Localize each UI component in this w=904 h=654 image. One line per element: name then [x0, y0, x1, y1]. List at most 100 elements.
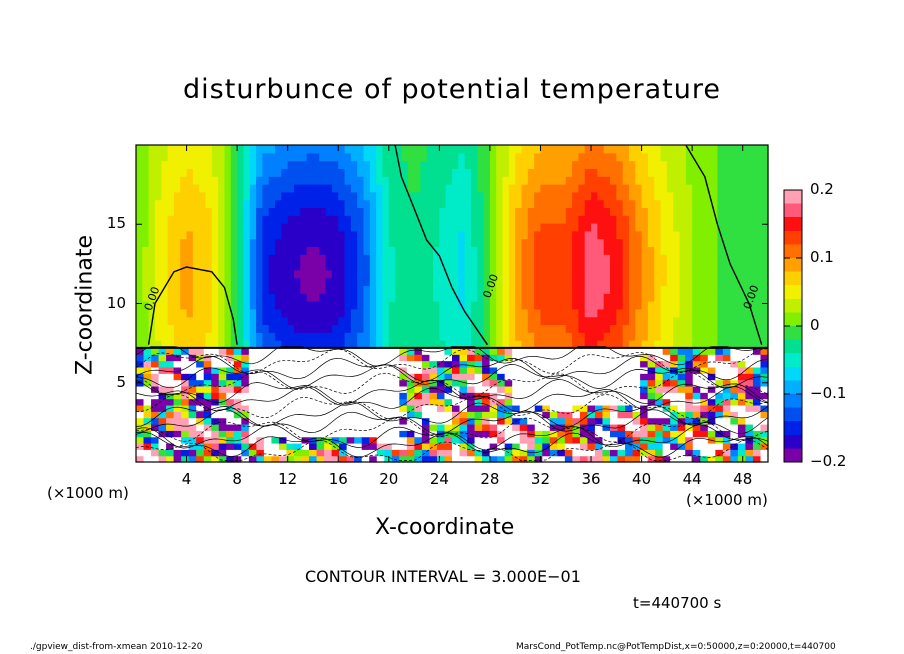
- heatmap-cell: [300, 184, 308, 193]
- heatmap-cell: [515, 269, 523, 279]
- heatmap-cell: [679, 293, 687, 302]
- heatmap-cell: [594, 411, 604, 419]
- heatmap-cell: [161, 207, 169, 216]
- heatmap-cell: [281, 324, 289, 333]
- heatmap-cell: [711, 215, 719, 224]
- heatmap-cell: [361, 411, 370, 419]
- heatmap-cell: [429, 385, 438, 393]
- heatmap-cell: [363, 293, 371, 302]
- heatmap-cell: [742, 199, 750, 209]
- heatmap-cell: [632, 423, 641, 431]
- heatmap-cell: [640, 417, 649, 425]
- heatmap-cell: [444, 366, 453, 374]
- heatmap-cell: [401, 152, 409, 162]
- heatmap-cell: [666, 184, 674, 193]
- heatmap-cell: [211, 176, 219, 185]
- heatmap-cell: [136, 223, 143, 232]
- heatmap-cell: [350, 207, 358, 216]
- heatmap-cell: [673, 215, 681, 224]
- heatmap-cell: [564, 404, 573, 412]
- heatmap-cell: [704, 145, 712, 154]
- heatmap-cell: [660, 308, 668, 318]
- heatmap-cell: [715, 354, 724, 362]
- heatmap-cell: [542, 455, 551, 463]
- heatmap-cell: [707, 360, 716, 368]
- heatmap-cell: [287, 207, 295, 216]
- heatmap-cell: [256, 207, 263, 216]
- heatmap-cell: [339, 417, 348, 425]
- heatmap-cell: [256, 392, 265, 400]
- heatmap-cell: [388, 160, 396, 170]
- heatmap-cell: [452, 392, 461, 400]
- heatmap-cell: [489, 285, 497, 294]
- heatmap-cell: [338, 254, 346, 263]
- heatmap-cell: [540, 285, 548, 294]
- heatmap-cell: [325, 308, 333, 318]
- heatmap-cell: [467, 442, 476, 450]
- heatmap-cell: [281, 199, 289, 209]
- heatmap-cell: [628, 332, 636, 341]
- heatmap-cell: [692, 168, 700, 177]
- heatmap-cell: [670, 449, 679, 457]
- heatmap-cell: [287, 215, 295, 224]
- heatmap-cell: [470, 308, 478, 318]
- heatmap-cell: [369, 354, 378, 362]
- heatmap-cell: [654, 191, 662, 201]
- heatmap-cell: [399, 392, 408, 400]
- heatmap-cell: [203, 385, 212, 393]
- heatmap-cell: [591, 340, 598, 349]
- heatmap-cell: [136, 404, 145, 412]
- heatmap-cell: [414, 411, 423, 419]
- heatmap-cell: [752, 404, 762, 412]
- heatmap-cell: [361, 360, 370, 368]
- heatmap-cell: [249, 207, 257, 216]
- heatmap-cell: [211, 360, 220, 368]
- heatmap-cell: [641, 145, 649, 154]
- heatmap-cell: [635, 176, 643, 185]
- heatmap-cell: [395, 191, 403, 201]
- heatmap-cell: [470, 277, 478, 287]
- heatmap-cell: [647, 223, 655, 232]
- heatmap-cell: [610, 269, 617, 279]
- heatmap-cell: [357, 145, 365, 154]
- heatmap-cell: [622, 316, 630, 326]
- heatmap-cell: [717, 160, 725, 170]
- heatmap-cell: [670, 411, 679, 419]
- heatmap-cell: [361, 379, 370, 387]
- heatmap-cell: [241, 379, 250, 387]
- heatmap-cell: [401, 145, 409, 154]
- heatmap-cell: [211, 301, 219, 310]
- heatmap-cell: [603, 191, 611, 201]
- heatmap-cell: [752, 449, 762, 457]
- heatmap-cell: [294, 392, 303, 400]
- heatmap-cell: [662, 436, 671, 444]
- heatmap-cell: [559, 145, 567, 154]
- heatmap-cell: [188, 455, 197, 463]
- heatmap-cell: [306, 262, 314, 271]
- heatmap-cell: [158, 404, 167, 412]
- heatmap-cell: [572, 215, 579, 224]
- heatmap-cell: [542, 417, 551, 425]
- heatmap-cell: [196, 442, 205, 450]
- heatmap-cell: [527, 215, 535, 224]
- heatmap-cell: [641, 316, 649, 326]
- heatmap-cell: [635, 191, 643, 201]
- heatmap-cell: [467, 366, 476, 374]
- heatmap-cell: [376, 308, 384, 318]
- heatmap-cell: [527, 293, 535, 302]
- heatmap-cell: [496, 207, 504, 216]
- heatmap-cell: [161, 168, 169, 177]
- heatmap-cell: [281, 269, 289, 279]
- heatmap-cell: [559, 332, 567, 341]
- heatmap-cell: [660, 176, 668, 185]
- heatmap-cell: [692, 254, 700, 263]
- heatmap-cell: [546, 223, 554, 232]
- heatmap-cell: [736, 254, 744, 263]
- heatmap-cell: [553, 238, 561, 248]
- heatmap-cell: [344, 285, 352, 294]
- heatmap-cell: [376, 316, 384, 326]
- heatmap-cell: [148, 230, 156, 240]
- heatmap-cell: [715, 398, 724, 406]
- heatmap-cell: [331, 246, 339, 255]
- heatmap-cell: [287, 316, 295, 326]
